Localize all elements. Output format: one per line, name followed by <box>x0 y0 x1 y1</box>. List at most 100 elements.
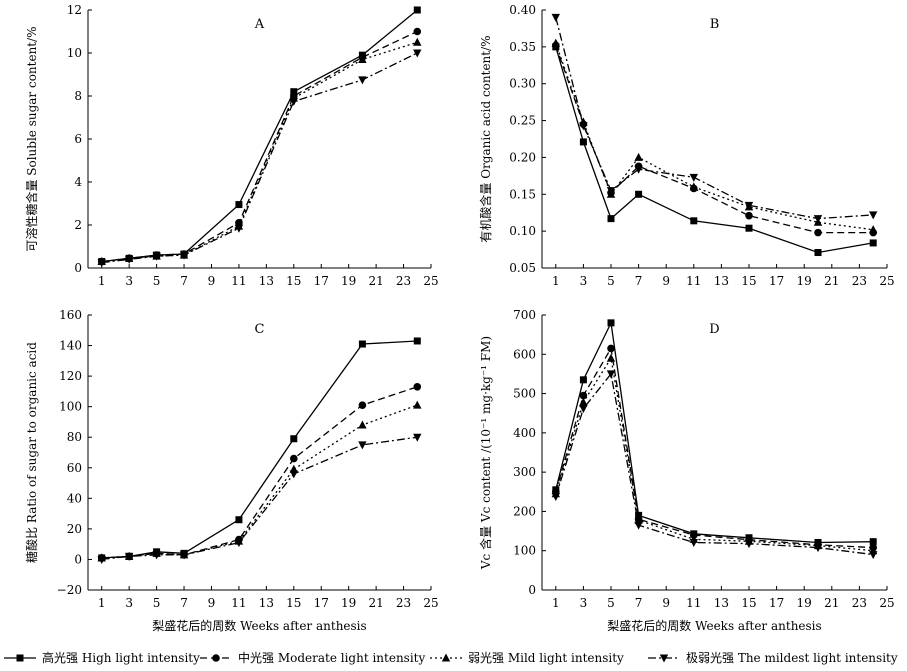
legend-marker <box>659 654 669 663</box>
data-point <box>607 344 615 353</box>
legend-label: 高光强 High light intensity <box>42 650 200 665</box>
x-tick-label: 9 <box>208 596 216 610</box>
legend-label: 中光强 Moderate light intensity <box>238 650 425 665</box>
data-point <box>814 249 822 257</box>
y-tick-label: 8 <box>74 89 82 103</box>
series-line <box>555 356 874 552</box>
data-point <box>551 493 560 501</box>
x-tick-label: 11 <box>231 274 246 288</box>
data-point <box>358 340 366 348</box>
data-point <box>814 228 822 237</box>
y-axis-label: 有机酸含量 Organic acid content/% <box>478 35 493 242</box>
data-point <box>179 551 189 560</box>
series-line <box>555 320 874 544</box>
legend-label: 极弱光强 The mildest light intensity <box>686 651 898 665</box>
x-tick-label: 23 <box>852 596 867 610</box>
data-point <box>607 319 615 327</box>
series-line <box>555 42 874 231</box>
y-tick-label: 0.05 <box>509 261 536 275</box>
x-tick-label: 17 <box>769 274 784 288</box>
data-point <box>413 433 422 442</box>
data-point <box>634 152 643 161</box>
x-tick-label: 23 <box>396 274 411 288</box>
x-tick-label: 25 <box>879 596 894 610</box>
data-point <box>358 54 367 63</box>
y-axis-label: 糖酸比 Ratio of sugar to organic acid <box>24 342 39 563</box>
data-point <box>97 555 106 564</box>
x-tick-label: 25 <box>423 274 438 288</box>
x-tick-label: 11 <box>231 596 246 610</box>
x-tick-label: 21 <box>368 274 383 288</box>
data-point <box>579 122 588 131</box>
series-1 <box>552 319 877 546</box>
x-tick-label: 7 <box>180 274 188 288</box>
data-point <box>413 383 422 391</box>
data-point <box>744 540 754 549</box>
y-tick-label: 100 <box>59 400 82 414</box>
series-3 <box>97 400 422 562</box>
y-tick-label: 40 <box>67 491 82 505</box>
y-tick-label: 500 <box>513 387 536 401</box>
data-point <box>152 252 161 261</box>
y-tick-label: 0.35 <box>509 40 536 54</box>
y-tick-label: 0 <box>74 261 82 275</box>
x-tick-label: 19 <box>797 274 812 288</box>
data-point <box>358 441 367 450</box>
x-axis-label: 梨盛花后的周数 Weeks after anthesis <box>152 618 366 633</box>
x-tick-label: 5 <box>607 596 615 610</box>
series-2 <box>552 41 877 237</box>
y-tick-label: 20 <box>67 522 82 536</box>
x-axis-label: 梨盛花后的周数 Weeks after anthesis <box>607 618 821 633</box>
x-tick-label: 15 <box>286 274 301 288</box>
panel-title: B <box>710 17 720 32</box>
data-point <box>607 215 615 223</box>
x-tick-label: 5 <box>153 596 161 610</box>
data-point <box>579 138 587 146</box>
y-tick-label: 160 <box>59 308 82 322</box>
x-tick-label: 9 <box>662 596 670 610</box>
y-tick-label: 0.25 <box>509 114 536 128</box>
y-tick-label: 80 <box>67 430 82 444</box>
data-point <box>606 370 616 379</box>
data-point <box>634 521 643 530</box>
x-tick-label: 9 <box>208 274 216 288</box>
series-2 <box>552 344 877 552</box>
x-tick-label: 21 <box>824 596 839 610</box>
data-point <box>234 224 244 233</box>
x-tick-label: 15 <box>286 596 301 610</box>
x-tick-label: 25 <box>879 274 894 288</box>
x-tick-label: 21 <box>368 596 383 610</box>
data-point <box>97 259 106 268</box>
data-point <box>579 391 588 400</box>
data-point <box>869 538 877 546</box>
data-point <box>689 538 698 547</box>
x-tick-label: 13 <box>259 274 274 288</box>
data-point <box>606 353 616 362</box>
series-3 <box>551 353 878 555</box>
x-tick-label: 17 <box>769 596 784 610</box>
data-point <box>689 182 698 191</box>
y-tick-label: 60 <box>67 461 82 475</box>
series-4 <box>97 49 422 268</box>
x-tick-label: 13 <box>714 596 729 610</box>
y-tick-label: 6 <box>74 132 82 146</box>
x-tick-label: 1 <box>552 274 560 288</box>
x-tick-label: 15 <box>741 274 756 288</box>
panel-title: D <box>709 322 719 337</box>
series-line <box>101 404 418 559</box>
data-point <box>869 551 878 560</box>
data-point <box>235 516 243 524</box>
series-3 <box>97 37 422 266</box>
data-point <box>813 544 823 553</box>
series-line <box>555 17 874 220</box>
series-line <box>101 386 418 559</box>
y-tick-label: 400 <box>513 426 536 440</box>
series-line <box>101 30 418 263</box>
series-3 <box>551 38 878 234</box>
y-tick-label: 300 <box>513 465 536 479</box>
series-4 <box>97 433 422 564</box>
data-point <box>634 165 643 174</box>
data-point <box>413 400 422 409</box>
